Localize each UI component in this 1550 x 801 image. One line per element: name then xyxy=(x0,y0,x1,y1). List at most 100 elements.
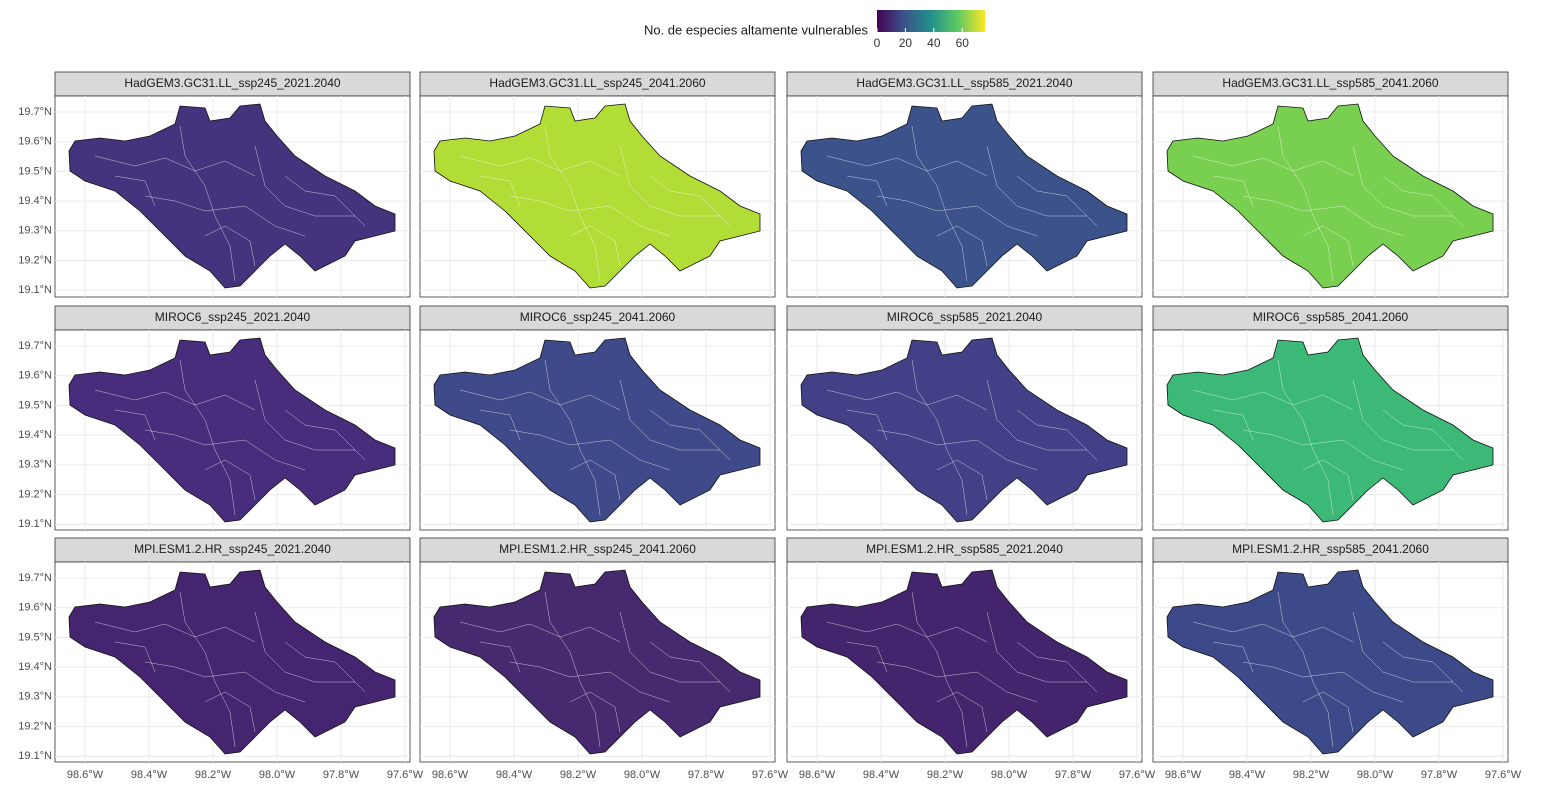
municipal-border xyxy=(1016,175,1098,227)
x-axis-label: 98.2°W xyxy=(927,769,964,781)
strip-title: HadGEM3.GC31.LL_ssp245_2041.2060 xyxy=(489,76,705,90)
municipal-border xyxy=(459,389,621,411)
municipal-border xyxy=(284,641,366,693)
y-axis-label: 19.4°N xyxy=(18,429,52,441)
strip-background xyxy=(54,71,411,97)
x-axis-label: 97.8°W xyxy=(1055,769,1092,781)
y-axis-label: 19.6°N xyxy=(18,136,52,148)
facet-panel: MPI.ESM1.2.HR_ssp245_2041.2060 98.6°W 98.4… xyxy=(419,537,789,781)
municipal-border xyxy=(846,175,888,207)
region-map xyxy=(433,569,761,755)
municipal-border xyxy=(876,195,1038,237)
region-map xyxy=(1166,569,1494,755)
municipal-border xyxy=(94,155,256,177)
region-map xyxy=(1166,337,1494,523)
x-axis-label: 98.2°W xyxy=(1293,769,1330,781)
municipal-border xyxy=(1242,661,1404,703)
y-axis-label: 19.2°N xyxy=(18,254,52,266)
municipal-border xyxy=(1192,621,1354,643)
x-axis-label: 98.0°W xyxy=(624,769,661,781)
strip-background xyxy=(786,305,1143,331)
municipal-border xyxy=(479,175,521,207)
strip-title: MIROC6_ssp245_2021.2040 xyxy=(155,310,311,324)
municipal-border xyxy=(911,359,968,516)
facet-panel: MPI.ESM1.2.HR_ssp585_2021.2040 98.6°W 98.4… xyxy=(786,537,1156,781)
municipal-border xyxy=(569,225,621,267)
municipal-border xyxy=(254,611,355,683)
x-axis-label: 98.4°W xyxy=(131,769,168,781)
municipal-border xyxy=(986,145,1087,217)
municipal-border xyxy=(1212,409,1254,441)
y-axis-label: 19.5°N xyxy=(18,631,52,643)
municipal-border xyxy=(1352,145,1453,217)
strip-title: MPI.ESM1.2.HR_ssp585_2041.2060 xyxy=(1232,542,1429,556)
x-axis-label: 97.8°W xyxy=(688,769,725,781)
x-axis-label: 97.6°W xyxy=(387,769,424,781)
strip-title: MIROC6_ssp245_2041.2060 xyxy=(520,310,676,324)
municipal-border xyxy=(1016,409,1098,461)
strip-background xyxy=(1152,71,1509,97)
municipal-border xyxy=(1382,641,1464,693)
y-axis-label: 19.5°N xyxy=(18,165,52,177)
municipal-border xyxy=(204,459,256,501)
municipal-border xyxy=(459,155,621,177)
municipal-border xyxy=(179,125,236,282)
strip-title: HadGEM3.GC31.LL_ssp585_2021.2040 xyxy=(856,76,1072,90)
municipal-border xyxy=(144,429,306,471)
municipal-border xyxy=(1192,155,1354,177)
municipal-border xyxy=(619,379,720,451)
municipal-border xyxy=(1277,359,1334,516)
municipal-border xyxy=(1382,409,1464,461)
facet-panel: HadGEM3.GC31.LL_ssp585_2041.2060 xyxy=(1152,71,1509,298)
region-map xyxy=(433,103,761,289)
municipal-border xyxy=(826,155,988,177)
legend-tick-label: 20 xyxy=(899,36,913,50)
municipal-border xyxy=(826,389,988,411)
strip-title: MIROC6_ssp585_2021.2040 xyxy=(887,310,1043,324)
municipal-border xyxy=(846,641,888,673)
region-map xyxy=(800,103,1128,289)
y-axis-label: 19.7°N xyxy=(18,340,52,352)
municipal-border xyxy=(649,175,731,227)
facet-panel: MIROC6_ssp585_2021.2040 xyxy=(786,305,1143,531)
x-axis-label: 98.6°W xyxy=(799,769,836,781)
municipal-border xyxy=(619,611,720,683)
region-map xyxy=(433,337,761,523)
municipal-border xyxy=(1277,591,1334,748)
strip-background xyxy=(419,537,776,563)
x-axis-label: 98.6°W xyxy=(432,769,469,781)
municipal-border xyxy=(1302,459,1354,501)
region-map xyxy=(800,337,1128,523)
x-axis-label: 98.6°W xyxy=(1165,769,1202,781)
facet-panel: MIROC6_ssp245_2021.2040 19.7°N 19.6°N 19.5°… xyxy=(18,305,411,531)
municipal-border xyxy=(911,125,968,282)
x-axis-label: 98.2°W xyxy=(195,769,232,781)
municipal-border xyxy=(986,611,1087,683)
municipal-border xyxy=(876,429,1038,471)
x-axis-label: 97.6°W xyxy=(1485,769,1522,781)
x-axis-label: 98.0°W xyxy=(1357,769,1394,781)
municipal-border xyxy=(509,195,671,237)
facet-panel: MPI.ESM1.2.HR_ssp245_2021.2040 19.7°N 19.6… xyxy=(18,537,424,781)
y-axis-label: 19.2°N xyxy=(18,720,52,732)
facet-panel: HadGEM3.GC31.LL_ssp245_2021.2040 19.7°N 19… xyxy=(18,71,411,298)
municipal-border xyxy=(254,145,355,217)
municipal-border xyxy=(936,459,988,501)
x-axis-label: 97.8°W xyxy=(323,769,360,781)
municipal-border xyxy=(986,379,1087,451)
strip-title: MPI.ESM1.2.HR_ssp585_2021.2040 xyxy=(866,542,1063,556)
y-axis-label: 19.4°N xyxy=(18,661,52,673)
municipal-border xyxy=(569,459,621,501)
municipal-border xyxy=(254,379,355,451)
facet-panel: HadGEM3.GC31.LL_ssp245_2041.2060 xyxy=(419,71,776,298)
y-axis-label: 19.7°N xyxy=(18,572,52,584)
municipal-border xyxy=(1212,641,1254,673)
y-axis-label: 19.3°N xyxy=(18,459,52,471)
y-axis-label: 19.7°N xyxy=(18,106,52,118)
municipal-border xyxy=(649,641,731,693)
region-map xyxy=(68,337,396,523)
municipal-border xyxy=(826,621,988,643)
y-axis-label: 19.1°N xyxy=(18,750,52,762)
municipal-border xyxy=(509,661,671,703)
x-axis-label: 98.4°W xyxy=(496,769,533,781)
